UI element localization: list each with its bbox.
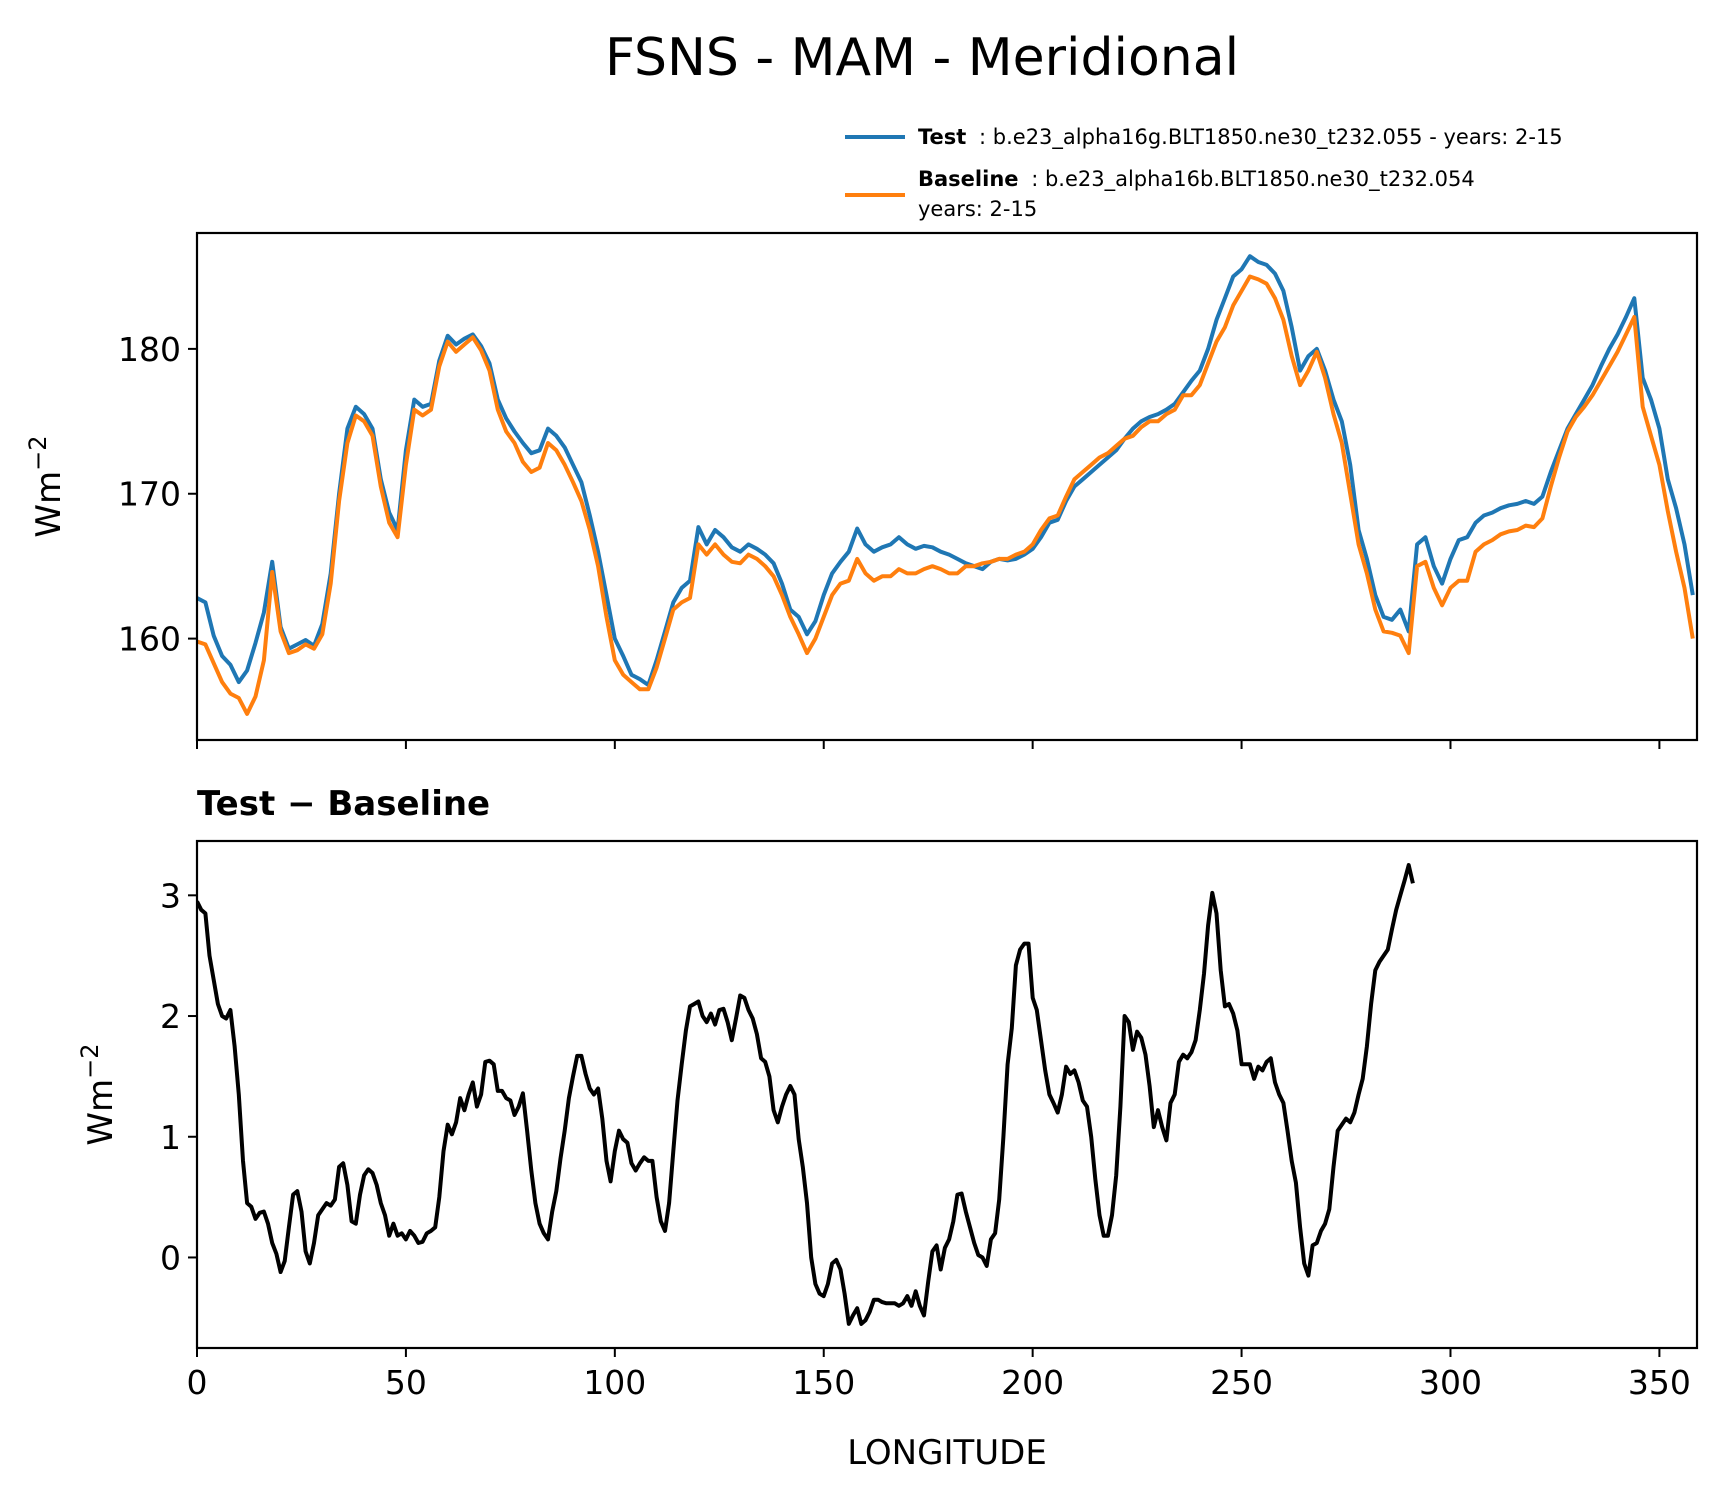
y-tick-label: 160 bbox=[118, 620, 181, 659]
bottom-panel-series bbox=[197, 863, 1415, 1326]
x-axis-label: LONGITUDE bbox=[847, 1433, 1047, 1473]
legend-baseline-name: Baseline bbox=[918, 167, 1019, 191]
x-tick-label: 200 bbox=[1001, 1363, 1064, 1402]
top-panel-series bbox=[197, 254, 1695, 716]
legend-test-name: Test bbox=[918, 125, 966, 149]
y-tick-label: 0 bbox=[160, 1238, 181, 1277]
legend-baseline-desc: : b.e23_alpha16b.BLT1850.ne30_t232.054 bbox=[1031, 167, 1475, 192]
top-panel: 160 170 180 Wm−2 bbox=[24, 231, 1699, 749]
top-panel-ticks: 160 170 180 bbox=[118, 330, 1661, 749]
bottom-panel-ticks: 0 1 2 3 0 50 100 150 200 250 300 350 bbox=[160, 876, 1691, 1402]
x-tick-label: 350 bbox=[1628, 1363, 1691, 1402]
y-tick-label: 1 bbox=[160, 1118, 181, 1157]
x-tick-label: 50 bbox=[385, 1363, 427, 1402]
legend-test-desc: : b.e23_alpha16g.BLT1850.ne30_t232.055 -… bbox=[979, 125, 1563, 150]
y-tick-label: 3 bbox=[160, 876, 181, 915]
x-tick-label: 0 bbox=[187, 1363, 208, 1402]
bottom-panel-frame bbox=[195, 839, 1699, 1350]
top-panel-frame bbox=[195, 231, 1699, 742]
x-tick-label: 250 bbox=[1210, 1363, 1273, 1402]
legend-entry-test: Test : b.e23_alpha16g.BLT1850.ne30_t232.… bbox=[918, 125, 1563, 150]
series-line-test-baseline bbox=[197, 863, 1415, 1326]
bottom-panel: 0 1 2 3 0 50 100 150 200 250 300 350 Wm−2 bbox=[76, 839, 1699, 1402]
x-tick-label: 100 bbox=[583, 1363, 646, 1402]
bottom-y-axis-label: Wm−2 bbox=[76, 1043, 121, 1145]
x-tick-label: 300 bbox=[1419, 1363, 1482, 1402]
bottom-panel-title: Test − Baseline bbox=[197, 784, 490, 824]
series-line-baseline bbox=[197, 274, 1695, 716]
x-tick-label: 150 bbox=[792, 1363, 855, 1402]
series-line-test bbox=[197, 254, 1695, 687]
top-y-axis-label-exp: −2 bbox=[24, 435, 52, 470]
top-y-axis-label-base: Wm bbox=[29, 471, 69, 538]
bottom-y-axis-label-exp: −2 bbox=[76, 1043, 104, 1078]
top-y-axis-label: Wm−2 bbox=[24, 435, 69, 537]
figure-title: FSNS - MAM - Meridional bbox=[605, 28, 1239, 88]
legend-entry-baseline: Baseline : b.e23_alpha16b.BLT1850.ne30_t… bbox=[918, 167, 1475, 192]
bottom-y-axis-label-base: Wm bbox=[81, 1079, 121, 1146]
y-tick-label: 180 bbox=[118, 330, 181, 369]
y-tick-label: 2 bbox=[160, 997, 181, 1036]
legend-baseline-desc-2: years: 2-15 bbox=[918, 197, 1037, 221]
y-tick-label: 170 bbox=[118, 475, 181, 514]
legend: Test : b.e23_alpha16g.BLT1850.ne30_t232.… bbox=[845, 125, 1563, 221]
